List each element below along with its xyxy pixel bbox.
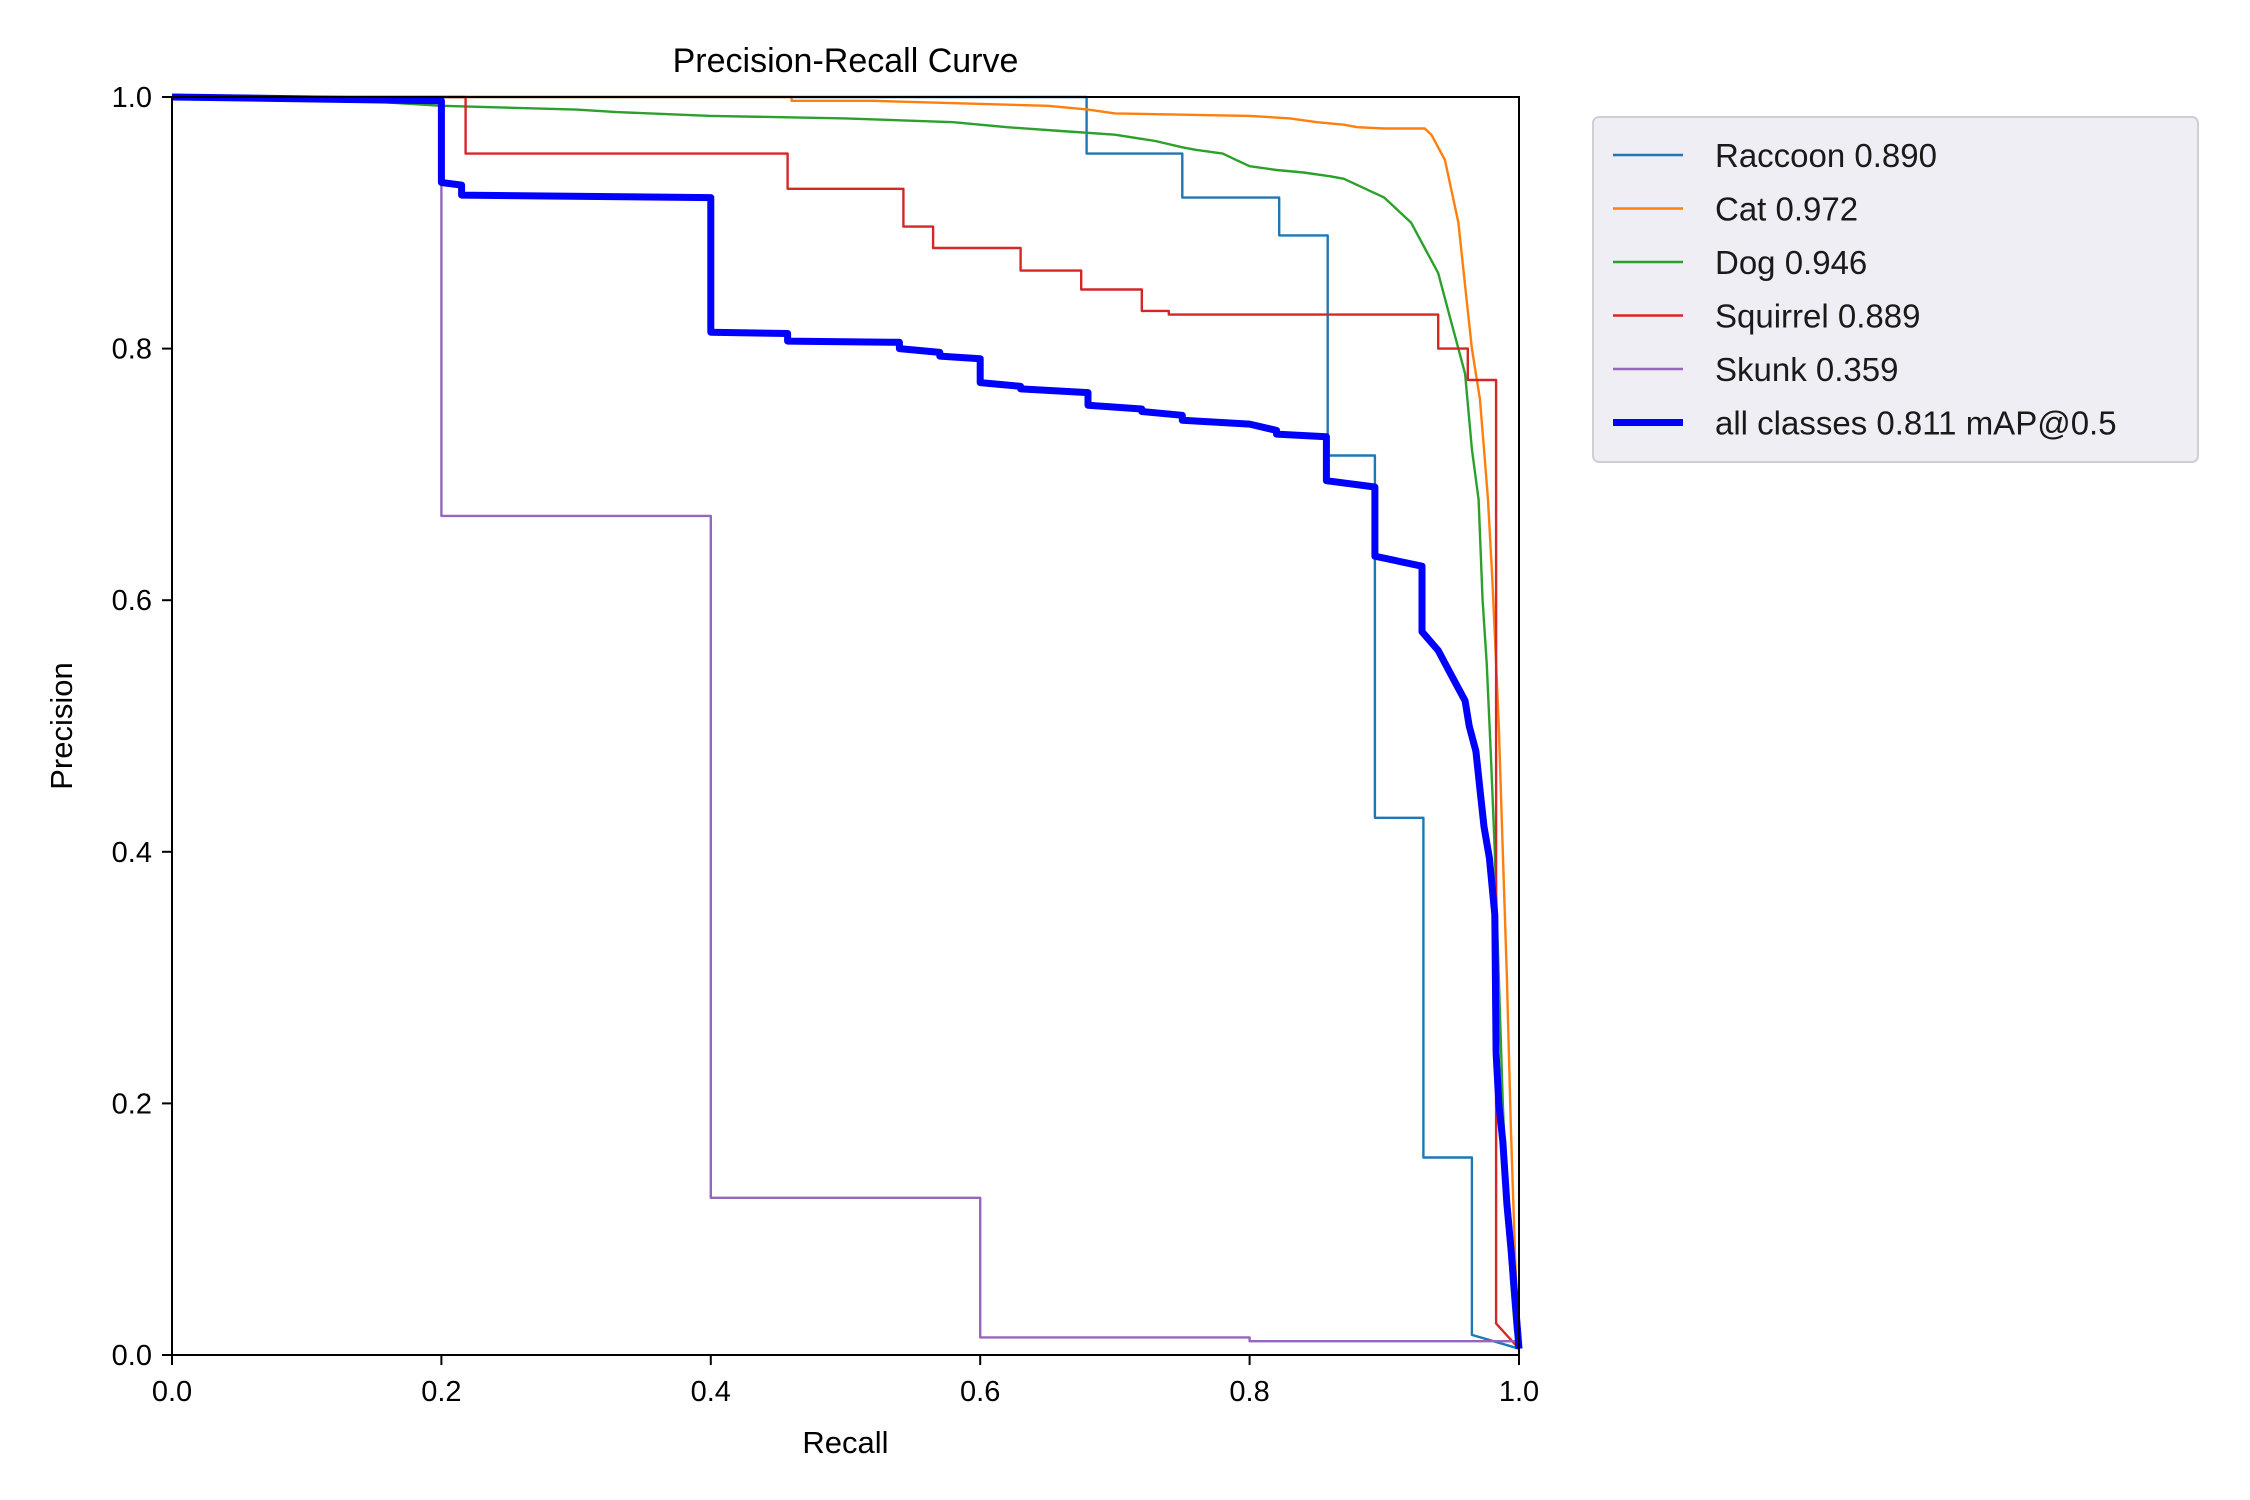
- chart-title: Precision-Recall Curve: [673, 42, 1019, 80]
- series-line-dog: [171, 95, 1521, 1349]
- legend-label: Cat 0.972: [1715, 191, 1858, 228]
- legend: Raccoon 0.890 Cat 0.972 Dog 0.946 Squirrel …: [1592, 116, 2199, 463]
- x-tick-label: 0.4: [691, 1376, 731, 1408]
- y-tick-label: 0.6: [112, 585, 152, 617]
- legend-label: Skunk 0.359: [1715, 351, 1898, 388]
- legend-label: Dog 0.946: [1715, 244, 1867, 281]
- series-line-skunk: [172, 95, 1519, 1343]
- y-tick-label: 0.4: [112, 837, 152, 869]
- y-tick-label: 0.2: [112, 1088, 152, 1120]
- plot-area: [171, 93, 1523, 1356]
- legend-item: Skunk 0.359: [1613, 351, 1898, 388]
- x-axis: 0.0 0.2 0.4 0.6 0.8 1.0: [152, 1355, 1539, 1408]
- axes-frame: [171, 96, 1520, 1356]
- x-tick-label: 0.6: [960, 1376, 1000, 1408]
- y-tick-label: 0.0: [112, 1340, 152, 1372]
- y-tick-label: 1.0: [112, 82, 152, 114]
- legend-label: Raccoon 0.890: [1715, 137, 1937, 174]
- y-axis: 0.0 0.2 0.4 0.6 0.8 1.0: [112, 82, 172, 1372]
- x-tick-label: 0.2: [421, 1376, 461, 1408]
- y-axis-label: Precision: [44, 662, 79, 790]
- legend-item: Raccoon 0.890: [1613, 137, 1937, 174]
- series-line-all-classes: [171, 93, 1523, 1349]
- legend-item: all classes 0.811 mAP@0.5: [1613, 405, 2117, 442]
- legend-item: Cat 0.972: [1613, 191, 1858, 228]
- legend-label: Squirrel 0.889: [1715, 298, 1920, 335]
- legend-box: [1592, 116, 2199, 463]
- y-tick-label: 0.8: [112, 334, 152, 366]
- x-tick-label: 1.0: [1499, 1376, 1539, 1408]
- x-axis-label: Recall: [802, 1425, 888, 1460]
- x-tick-label: 0.8: [1229, 1376, 1269, 1408]
- series-line-cat: [172, 95, 1521, 1349]
- legend-item: Dog 0.946: [1613, 244, 1867, 281]
- legend-item: Squirrel 0.889: [1613, 298, 1920, 335]
- plot-background: [172, 97, 1519, 1355]
- series-line-raccoon: [172, 95, 1520, 1350]
- legend-label: all classes 0.811 mAP@0.5: [1715, 405, 2117, 442]
- series-line-squirrel: [172, 95, 1520, 1350]
- legend-items: Raccoon 0.890 Cat 0.972 Dog 0.946 Squirrel …: [1613, 137, 2117, 442]
- series-layer: [171, 93, 1523, 1350]
- x-tick-label: 0.0: [152, 1376, 192, 1408]
